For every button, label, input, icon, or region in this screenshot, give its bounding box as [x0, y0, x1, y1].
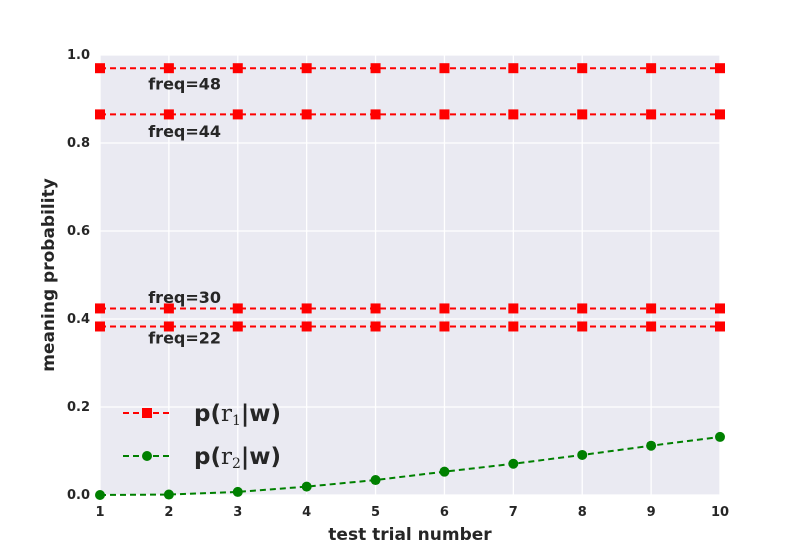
y-tick-label: 1.0 [67, 48, 90, 63]
x-tick-label: 10 [711, 505, 729, 520]
grid [99, 54, 721, 496]
data-point [163, 109, 174, 120]
legend-label-prefix: p( [194, 401, 221, 427]
data-point [646, 321, 657, 332]
legend-label: p(r1|w) [194, 401, 281, 429]
legend-entry: p(r2|w) [123, 444, 281, 472]
data-point [508, 109, 519, 120]
data-point [577, 321, 588, 332]
data-point [577, 449, 588, 460]
data-point [301, 321, 312, 332]
x-tick-label: 5 [371, 505, 380, 520]
legend-label-var: r [221, 444, 232, 470]
y-tick-label: 0.0 [67, 488, 90, 503]
legend-label-suffix: |w) [241, 444, 281, 470]
data-point [577, 109, 588, 120]
data-point [232, 486, 243, 497]
data-point [370, 475, 381, 486]
legend-label-var: r [221, 401, 232, 427]
data-point [95, 109, 105, 120]
legend-label-subscript: 2 [232, 456, 241, 472]
data-point [370, 303, 381, 314]
x-tick-label: 9 [647, 505, 656, 520]
series-r2 [95, 431, 725, 500]
data-point [163, 63, 174, 74]
data-point [439, 466, 450, 477]
data-point [301, 63, 312, 74]
data-point [370, 321, 381, 332]
legend-entry: p(r1|w) [123, 401, 281, 429]
data-point [577, 63, 588, 74]
series-r1_freq22 [95, 321, 725, 332]
data-point [301, 109, 312, 120]
plot-area [100, 55, 720, 495]
data-point [715, 303, 725, 314]
data-point [508, 303, 519, 314]
data-point [232, 303, 243, 314]
data-point [95, 490, 105, 500]
data-point [95, 63, 105, 74]
x-axis-label: test trial number [328, 525, 492, 545]
data-point [646, 303, 657, 314]
data-point [715, 321, 725, 332]
legend-label-suffix: |w) [241, 401, 281, 427]
freq-annotation: freq=48 [148, 75, 221, 94]
x-tick-label: 1 [95, 505, 104, 520]
data-point [95, 321, 105, 332]
legend-marker [142, 408, 152, 418]
data-point [370, 63, 381, 74]
legend-label-prefix: p( [194, 444, 221, 470]
data-point [439, 109, 450, 120]
data-point [301, 303, 312, 314]
y-tick-label: 0.2 [67, 400, 90, 415]
legend-label-subscript: 1 [232, 413, 241, 429]
x-tick-label: 2 [164, 505, 173, 520]
data-point [232, 109, 243, 120]
freq-annotation: freq=22 [148, 328, 221, 347]
data-point [715, 431, 725, 442]
freq-annotation: freq=30 [148, 288, 221, 307]
data-point [232, 63, 243, 74]
data-point [508, 458, 519, 469]
data-point [646, 440, 657, 451]
data-point [163, 489, 174, 500]
series-r1_freq48 [95, 63, 725, 74]
series-line [99, 435, 721, 496]
series-r1_freq30 [95, 303, 725, 314]
y-axis-label: meaning probability [39, 178, 59, 372]
data-point [232, 321, 243, 332]
x-tick-label: 4 [302, 505, 311, 520]
legend-label: p(r2|w) [194, 444, 281, 472]
x-tick-label: 6 [440, 505, 449, 520]
data-point [163, 303, 174, 314]
data-point [439, 63, 450, 74]
y-tick-label: 0.8 [67, 136, 90, 151]
y-tick-label: 0.6 [67, 224, 90, 239]
data-point [370, 109, 381, 120]
x-tick-label: 3 [233, 505, 242, 520]
data-point [301, 481, 312, 492]
freq-annotation: freq=44 [148, 122, 221, 141]
y-tick-label: 0.4 [67, 312, 90, 327]
data-point [439, 321, 450, 332]
data-point [715, 63, 725, 74]
x-tick-label: 7 [509, 505, 518, 520]
data-point [95, 303, 105, 314]
data-point [163, 321, 174, 332]
x-tick-label: 8 [578, 505, 587, 520]
series-r1_freq44 [95, 109, 725, 120]
data-point [508, 63, 519, 74]
data-point [508, 321, 519, 332]
data-point [646, 63, 657, 74]
legend: p(r1|w)p(r2|w) [123, 401, 281, 472]
data-point [439, 303, 450, 314]
data-point [577, 303, 588, 314]
data-point [715, 109, 725, 120]
data-point [646, 109, 657, 120]
legend-marker [142, 451, 152, 461]
